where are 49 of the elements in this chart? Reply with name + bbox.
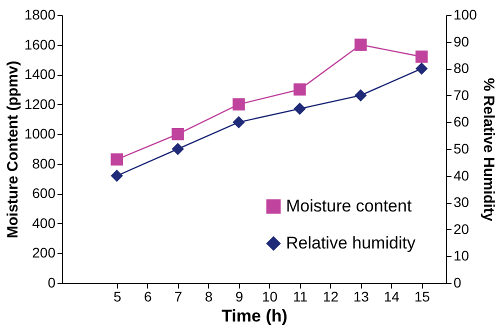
y2-tick-label: 70	[454, 86, 470, 103]
x-tick-label: 15	[414, 288, 430, 304]
point	[232, 98, 245, 110]
y2-tick-label: 60	[454, 114, 470, 130]
legend-label: Moisture content	[286, 196, 412, 216]
x-tick-label: 14	[384, 288, 400, 304]
y2-tick-label: 40	[454, 167, 470, 184]
y-tick-label: 600	[32, 185, 56, 202]
point	[110, 170, 123, 182]
point	[415, 50, 428, 63]
point	[110, 153, 123, 166]
x-tick-label: 5	[113, 288, 122, 304]
point	[172, 128, 184, 140]
point	[415, 62, 428, 75]
y-tick-label: 400	[32, 214, 56, 231]
y2-tick-label: 80	[454, 60, 470, 76]
point	[172, 142, 184, 156]
y-axis-title: Moisture Content (ppmv)	[4, 60, 22, 238]
x-tick-label: 9	[235, 288, 244, 304]
x-tick-label: 6	[144, 288, 152, 304]
y-tick-label: 1400	[24, 66, 56, 82]
x-tick-label: 11	[292, 288, 308, 304]
x-tick-label: 12	[322, 288, 339, 304]
x-tick-label: 13	[353, 288, 370, 304]
x-tick-label: 7	[174, 288, 182, 304]
y-tick-label: 0	[48, 274, 56, 290]
y-tick-label: 1800	[24, 6, 56, 22]
y2-tick-label: 100	[454, 6, 478, 22]
y-tick-label: 1000	[24, 126, 56, 142]
legend-label: Relative humidity	[286, 234, 416, 252]
x-tick-label: 10	[262, 288, 278, 304]
y2-tick-label: 30	[454, 194, 470, 210]
point	[354, 38, 367, 51]
point	[354, 89, 367, 102]
y-tick-label: 1200	[24, 96, 56, 112]
y-tick-label: 1600	[24, 36, 56, 52]
y-tick-label: 800	[32, 155, 56, 172]
y2-tick-label: 20	[454, 220, 470, 237]
y2-tick-label: 10	[454, 248, 470, 264]
y2-tick-label: 90	[454, 33, 470, 50]
point	[232, 116, 245, 128]
y2-axis-title: % Relative Humidity	[480, 78, 497, 222]
point	[294, 102, 306, 115]
x-axis-title: Time (h)	[222, 306, 288, 326]
y2-tick-label: 50	[454, 140, 470, 156]
y-tick-label: 200	[32, 244, 56, 261]
x-tick-label: 8	[204, 288, 213, 304]
y2-tick-label: 0	[454, 274, 462, 290]
point	[294, 83, 306, 96]
